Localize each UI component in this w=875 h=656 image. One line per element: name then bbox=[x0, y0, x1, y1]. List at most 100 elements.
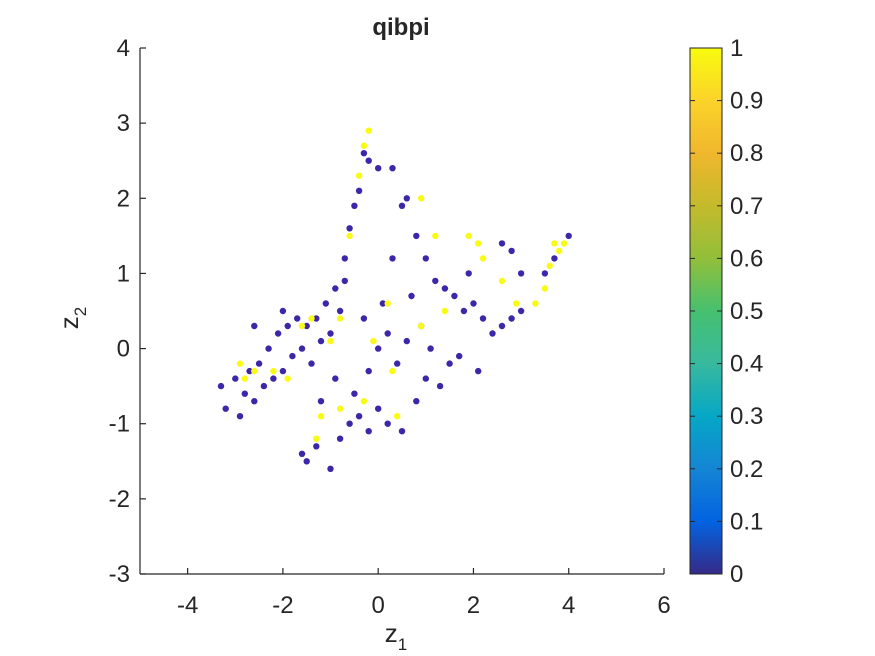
data-point bbox=[436, 382, 444, 390]
data-point bbox=[236, 413, 244, 420]
x-axis-label: z1 bbox=[385, 618, 407, 654]
data-point bbox=[384, 300, 391, 307]
data-point bbox=[389, 165, 396, 172]
y-tick-label: 2 bbox=[117, 185, 130, 212]
data-point bbox=[313, 435, 320, 442]
data-point bbox=[317, 398, 325, 405]
data-point bbox=[355, 413, 363, 420]
data-point bbox=[355, 187, 363, 194]
data-point bbox=[322, 300, 329, 307]
data-point bbox=[241, 375, 248, 382]
data-point bbox=[355, 172, 363, 179]
y-axis-label: z2 bbox=[54, 307, 90, 329]
data-point bbox=[384, 330, 391, 337]
data-point bbox=[546, 262, 553, 270]
data-point bbox=[475, 367, 482, 375]
x-tick-label: 2 bbox=[467, 592, 480, 619]
data-point bbox=[427, 345, 434, 352]
data-point bbox=[270, 367, 277, 375]
data-point bbox=[365, 127, 372, 134]
data-point bbox=[365, 157, 372, 164]
data-point bbox=[394, 360, 401, 367]
data-point bbox=[465, 232, 472, 240]
data-point bbox=[341, 277, 348, 285]
data-point bbox=[375, 405, 382, 412]
data-point bbox=[389, 367, 396, 375]
data-point bbox=[403, 195, 410, 202]
data-point bbox=[303, 322, 310, 330]
data-point bbox=[336, 307, 344, 315]
data-point bbox=[308, 315, 315, 322]
data-point bbox=[251, 398, 258, 405]
data-point bbox=[222, 405, 229, 412]
data-point bbox=[470, 300, 477, 307]
data-point bbox=[441, 285, 449, 292]
data-point bbox=[336, 405, 344, 412]
data-point bbox=[232, 375, 239, 382]
data-point bbox=[556, 247, 563, 255]
data-point bbox=[327, 465, 334, 472]
colorbar-tick-label: 0.6 bbox=[730, 245, 763, 272]
data-point bbox=[360, 150, 368, 157]
data-point bbox=[479, 255, 487, 262]
data-point bbox=[379, 300, 387, 307]
data-point bbox=[460, 307, 468, 315]
data-point bbox=[422, 255, 429, 262]
data-point bbox=[317, 413, 325, 420]
x-axis-label-base: z bbox=[385, 618, 398, 648]
data-point bbox=[346, 225, 353, 232]
y-tick-label: 0 bbox=[117, 336, 130, 363]
data-point bbox=[417, 195, 425, 202]
y-axis-label-sub: 2 bbox=[71, 307, 90, 316]
data-point bbox=[351, 390, 358, 397]
data-point bbox=[465, 270, 472, 277]
data-point bbox=[541, 270, 549, 277]
data-point bbox=[336, 315, 344, 322]
y-axis-label-base: z bbox=[54, 316, 84, 329]
data-point bbox=[422, 375, 429, 382]
data-point bbox=[260, 382, 268, 390]
x-tick-label: 0 bbox=[372, 592, 385, 619]
data-point bbox=[375, 345, 382, 352]
data-point bbox=[398, 202, 406, 209]
data-point bbox=[270, 375, 277, 382]
plot-area bbox=[140, 48, 664, 574]
data-point bbox=[508, 315, 515, 322]
data-point bbox=[313, 443, 320, 450]
data-point bbox=[498, 322, 506, 330]
points-layer bbox=[217, 127, 572, 472]
data-point bbox=[365, 367, 372, 375]
data-point bbox=[236, 360, 244, 367]
data-point bbox=[332, 375, 339, 382]
data-point bbox=[289, 352, 296, 360]
data-point bbox=[303, 458, 310, 465]
colorbar-tick-label: 0.3 bbox=[730, 403, 763, 430]
data-point bbox=[560, 240, 568, 247]
data-point bbox=[298, 345, 306, 352]
data-point bbox=[446, 360, 453, 367]
data-point bbox=[408, 292, 415, 300]
data-point bbox=[241, 390, 248, 397]
x-tick-label: -4 bbox=[177, 592, 198, 619]
colorbar-tick-label: 0.9 bbox=[730, 88, 763, 115]
x-axis-label-sub: 1 bbox=[398, 635, 407, 654]
y-tick-label: 1 bbox=[117, 260, 130, 287]
data-point bbox=[284, 322, 291, 330]
y-tick-label: -2 bbox=[109, 486, 130, 513]
data-point bbox=[403, 337, 410, 345]
colorbar-tick-label: 0.4 bbox=[730, 351, 763, 378]
colorbar-tick-label: 0.7 bbox=[730, 193, 763, 220]
data-point bbox=[284, 375, 291, 382]
data-point bbox=[451, 292, 458, 300]
data-point bbox=[551, 255, 558, 262]
x-ticks: -4 -2 0 2 4 6 bbox=[177, 568, 671, 619]
data-point bbox=[298, 322, 306, 330]
data-point bbox=[384, 420, 391, 427]
data-point bbox=[332, 285, 339, 292]
data-point bbox=[517, 270, 525, 277]
data-point bbox=[365, 428, 372, 435]
data-point bbox=[308, 360, 315, 367]
data-point bbox=[517, 307, 525, 315]
data-point bbox=[327, 330, 334, 337]
